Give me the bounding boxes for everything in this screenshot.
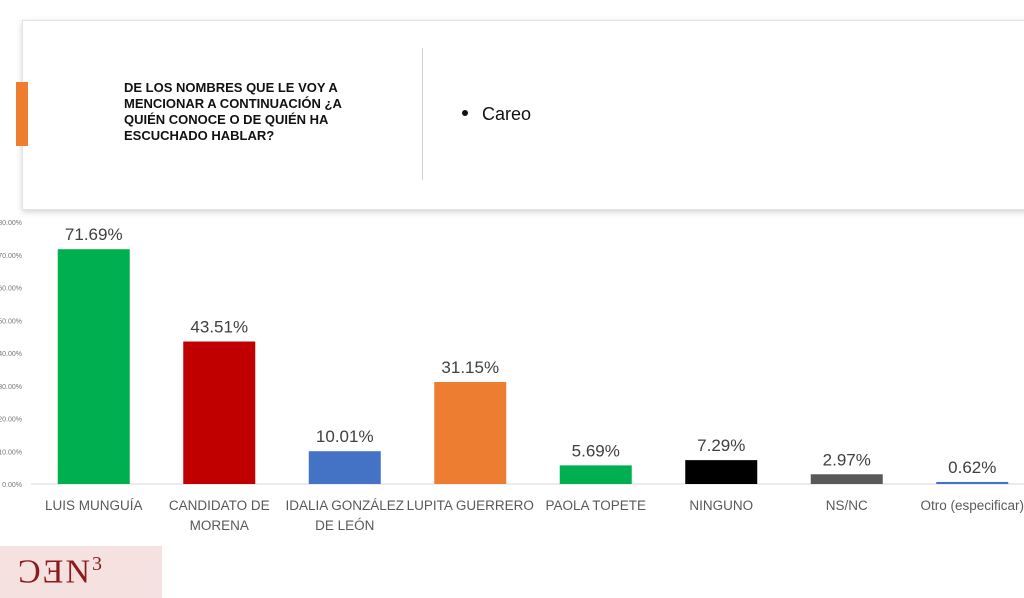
- bar: [434, 381, 507, 484]
- category-label: MORENA: [190, 518, 249, 533]
- y-tick-label: 10.00%: [0, 449, 22, 456]
- y-tick-label: 20.00%: [0, 417, 22, 424]
- data-label: 10.01%: [316, 427, 374, 446]
- data-label: 31.15%: [441, 358, 499, 377]
- y-tick-label: 60.00%: [0, 286, 22, 293]
- bullet-item: Careo: [462, 104, 531, 125]
- brand-logo: ƆƎN3: [18, 553, 104, 591]
- category-label: DE LEÓN: [315, 518, 374, 533]
- category-label: PAOLA TOPETE: [545, 498, 646, 513]
- data-label: 0.62%: [948, 458, 996, 477]
- data-label: 5.69%: [572, 441, 620, 460]
- data-label: 2.97%: [823, 450, 871, 469]
- question-card: [22, 20, 1024, 210]
- category-label: CANDIDATO DE: [169, 498, 270, 513]
- category-label: LUIS MUNGUÍA: [45, 498, 143, 513]
- question-text: DE LOS NOMBRES QUE LE VOY A MENCIONAR A …: [124, 80, 342, 143]
- bar: [936, 481, 1009, 484]
- y-tick-label: 70.00%: [0, 253, 22, 260]
- category-label: NINGUNO: [689, 498, 753, 513]
- category-label: LUPITA GUERRERO: [407, 498, 534, 513]
- y-tick-label: 0.00%: [2, 482, 22, 489]
- data-label: 71.69%: [65, 225, 123, 244]
- y-tick-label: 40.00%: [0, 351, 22, 358]
- category-label: NS/NC: [826, 498, 868, 513]
- bar: [810, 474, 883, 484]
- bar-chart: 0.00% 10.00% 20.00% 30.00% 40.00% 50.00% 60.00…: [0, 220, 1024, 533]
- data-label: 7.29%: [697, 436, 745, 455]
- bar: [559, 465, 632, 484]
- card-divider: [422, 48, 423, 180]
- category-label: Otro (especificar): [920, 498, 1024, 513]
- y-tick-label: 30.00%: [0, 384, 22, 391]
- data-label: 43.51%: [190, 318, 248, 337]
- bullet-text: Careo: [482, 104, 532, 124]
- accent-bar: [16, 82, 28, 146]
- bar: [57, 249, 130, 484]
- y-tick-label: 80.00%: [0, 220, 22, 227]
- logo-background: [0, 546, 162, 598]
- category-label: IDALIA GONZÁLEZ: [285, 498, 404, 513]
- y-tick-label: 50.00%: [0, 318, 22, 325]
- bar: [308, 451, 381, 484]
- bar: [183, 341, 256, 484]
- bar: [685, 460, 758, 484]
- bullet-dot-icon: [462, 110, 468, 117]
